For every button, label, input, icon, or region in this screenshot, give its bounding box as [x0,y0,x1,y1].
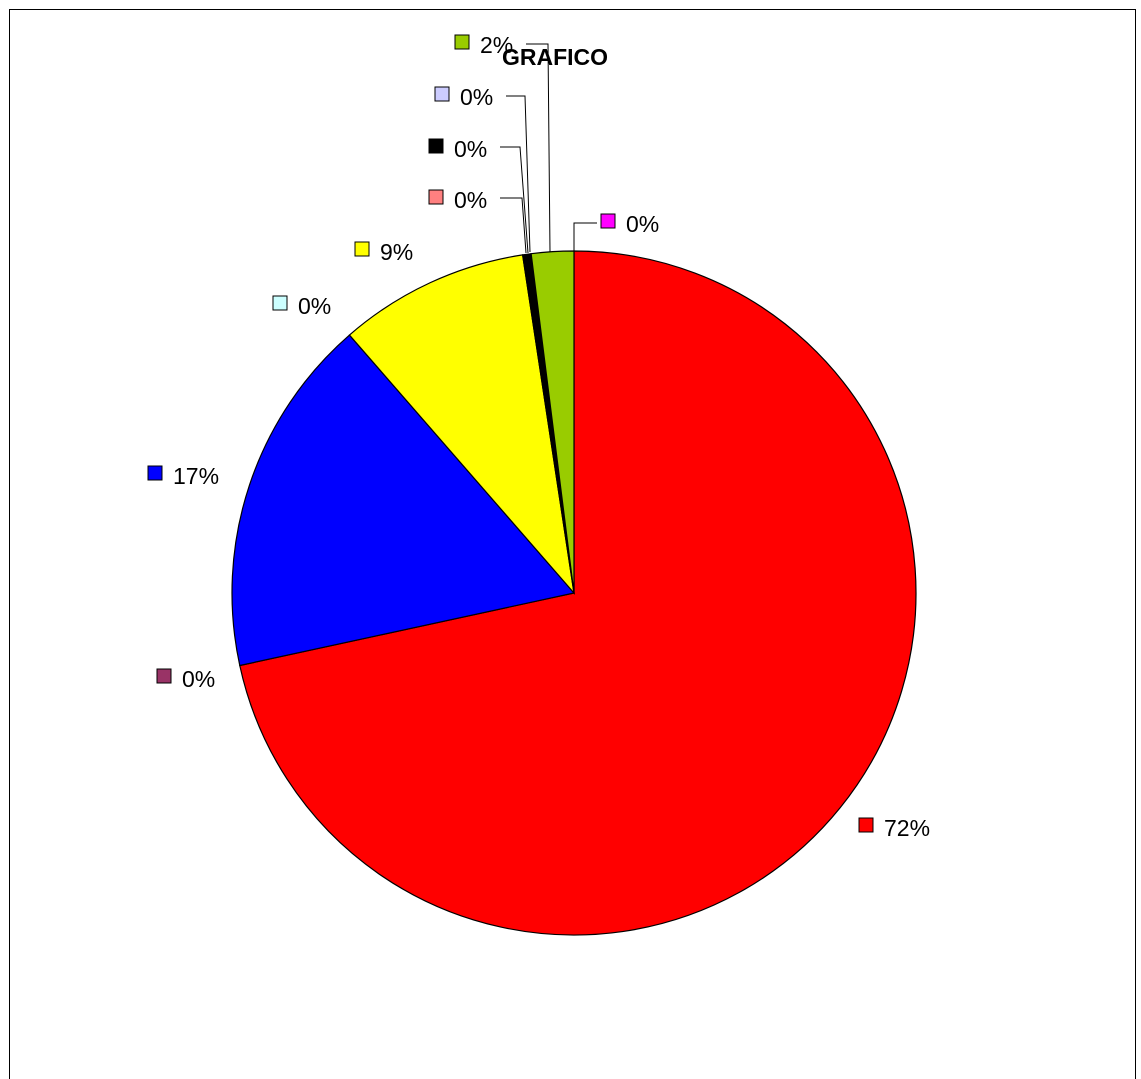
data-label-7: 0% [454,136,487,162]
data-label-6: 0% [454,187,487,213]
legend-key-2 [157,669,171,683]
legend-key-7 [429,139,443,153]
data-label-4: 0% [298,293,331,319]
data-label-1: 72% [884,815,930,841]
legend-key-8 [435,87,449,101]
data-label-0: 0% [626,211,659,237]
legend-key-4 [273,296,287,310]
leader-line-6 [500,198,526,253]
legend-key-5 [355,242,369,256]
data-label-5: 9% [380,239,413,265]
data-label-8: 0% [460,84,493,110]
leader-line-9 [526,44,550,252]
legend-key-9 [455,35,469,49]
legend-key-6 [429,190,443,204]
data-label-2: 0% [182,666,215,692]
data-label-3: 17% [173,463,219,489]
legend-key-0 [601,214,615,228]
leader-line-0 [574,223,597,251]
legend-key-1 [859,818,873,832]
data-label-9: 2% [480,32,513,58]
leader-line-7 [500,147,528,253]
legend-key-3 [148,466,162,480]
